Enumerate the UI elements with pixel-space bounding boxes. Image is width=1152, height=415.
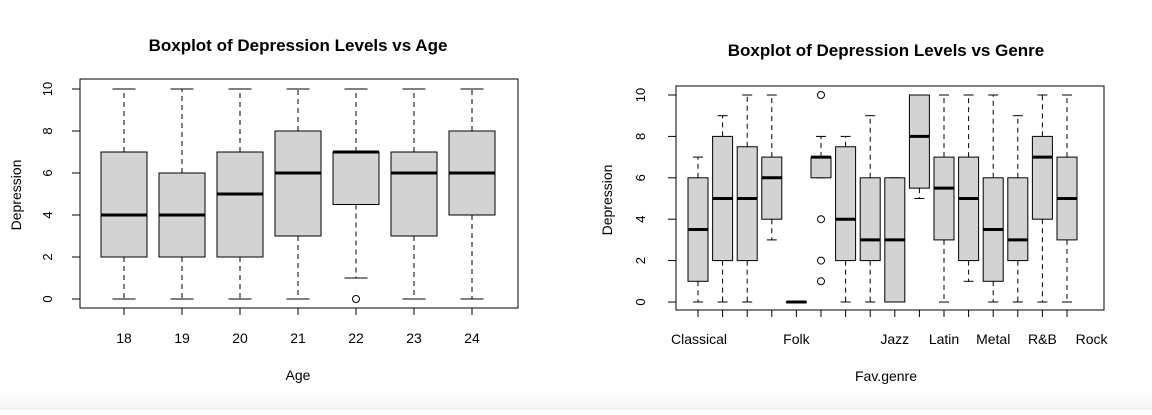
outlier-point — [817, 91, 825, 99]
x-axis-label: Age — [286, 367, 311, 383]
box-8 — [884, 177, 906, 317]
x-axis-label: Fav.genre — [855, 368, 917, 384]
box-iqr — [933, 156, 955, 241]
box-9 — [908, 94, 930, 317]
bottom-strip — [0, 390, 1152, 410]
box-3 — [274, 88, 322, 315]
box-iqr — [216, 151, 264, 258]
box-iqr — [859, 177, 881, 262]
y-tick-label: 8 — [40, 127, 55, 134]
x-tick-label: 22 — [348, 330, 364, 346]
x-tick-label: R&B — [1028, 331, 1057, 347]
x-tick-label: 24 — [464, 330, 480, 346]
box-4 — [785, 300, 807, 317]
chart-title: Boxplot of Depression Levels vs Genre — [728, 41, 1044, 60]
box-iqr — [908, 94, 930, 189]
box-iqr — [1031, 135, 1053, 220]
y-tick-label: 0 — [40, 295, 55, 302]
y-axis: 0 2 4 6 8 10 — [633, 88, 676, 306]
box-11 — [958, 94, 980, 317]
box-1 — [712, 115, 734, 317]
box-3 — [761, 94, 783, 317]
x-tick-label: Classical — [671, 331, 727, 347]
x-tick-label: Rock — [1076, 331, 1109, 347]
y-axis: 0 2 4 6 8 10 — [40, 82, 80, 303]
x-tick-label: Folk — [783, 331, 810, 347]
box-iqr — [736, 146, 758, 262]
box-10 — [933, 94, 955, 317]
box-6 — [448, 88, 496, 315]
box-12 — [982, 94, 1004, 317]
box-14 — [1031, 94, 1053, 317]
age-boxplot-chart: Boxplot of Depression Levels vs Age Age … — [8, 36, 519, 383]
box-5 — [810, 91, 832, 317]
chart-title: Boxplot of Depression Levels vs Age — [149, 36, 448, 55]
x-tick-label: Jazz — [880, 331, 909, 347]
box-4 — [332, 88, 380, 315]
x-tick-label: 21 — [290, 330, 306, 346]
box-5 — [390, 88, 438, 315]
box-iqr — [332, 151, 380, 205]
box-iqr — [1007, 177, 1029, 262]
y-tick-label: 6 — [40, 169, 55, 176]
genre-plot-area: 0 2 4 6 8 10 Classical Folk Jazz Latin Metal R&B Roc… — [633, 85, 1109, 347]
y-axis-label: Depression — [8, 160, 24, 231]
x-tick-label: Metal — [976, 331, 1010, 347]
y-tick-label: 2 — [633, 257, 648, 264]
outlier-point — [817, 277, 825, 286]
x-tick-label: 19 — [174, 330, 190, 346]
y-axis-label: Depression — [599, 165, 615, 236]
y-tick-label: 10 — [633, 88, 648, 102]
box-0 — [100, 88, 148, 315]
box-iqr — [100, 151, 148, 258]
box-15 — [1056, 94, 1078, 317]
outlier-point — [817, 215, 825, 224]
x-tick-label: 20 — [232, 330, 248, 346]
box-13 — [1007, 115, 1029, 317]
y-tick-label: 0 — [633, 298, 648, 305]
box-iqr — [810, 156, 832, 179]
outlier-point — [817, 256, 825, 265]
x-tick-label: 18 — [116, 330, 132, 346]
plot-frame — [79, 78, 519, 309]
box-0 — [687, 156, 709, 317]
box-7 — [859, 115, 881, 317]
box-1 — [158, 88, 206, 315]
box-6 — [835, 135, 857, 317]
y-tick-label: 4 — [40, 211, 55, 218]
outlier-point — [352, 295, 360, 303]
x-tick-label: Latin — [929, 331, 959, 347]
genre-boxplot-panel: Boxplot of Depression Levels vs Genre Fa… — [590, 0, 1152, 410]
x-axis-labels: Classical Folk Jazz Latin Metal R&B Rock — [671, 331, 1109, 347]
y-tick-label: 6 — [633, 174, 648, 181]
plot-frame — [675, 85, 1105, 311]
y-tick-label: 8 — [633, 133, 648, 140]
y-tick-label: 4 — [633, 216, 648, 223]
y-tick-label: 10 — [40, 82, 55, 96]
genre-boxplot-chart: Boxplot of Depression Levels vs Genre Fa… — [599, 41, 1109, 384]
y-tick-label: 2 — [40, 253, 55, 260]
box-2 — [216, 88, 264, 315]
age-boxplot-panel: Boxplot of Depression Levels vs Age Age … — [0, 0, 576, 410]
box-2 — [736, 94, 758, 317]
box-iqr — [390, 151, 438, 237]
box-iqr — [835, 146, 857, 262]
x-tick-label: 23 — [406, 330, 422, 346]
box-iqr — [274, 130, 322, 237]
box-iqr — [761, 156, 783, 220]
x-axis-labels: 18 19 20 21 22 23 24 — [116, 330, 480, 346]
box-iqr — [958, 156, 980, 262]
